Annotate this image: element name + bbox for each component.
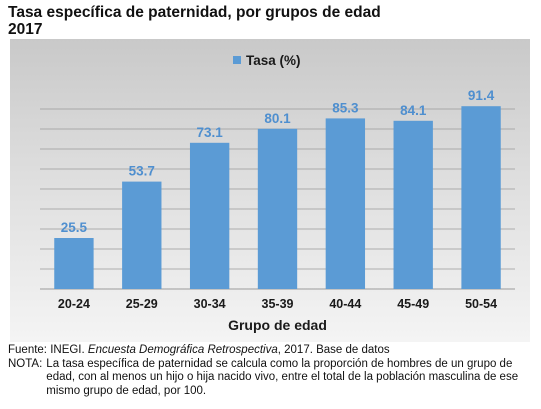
x-tick-label: 40-44 — [329, 297, 361, 311]
x-tick-label: 35-39 — [262, 297, 294, 311]
x-tick-labels: 20-24 25-29 30-34 35-39 40-44 45-49 50-54 — [58, 297, 497, 311]
bar — [257, 128, 298, 289]
chart-title: Tasa específica de paternidad, por grupo… — [8, 4, 528, 38]
x-axis-title: Grupo de edad — [228, 317, 327, 333]
x-tick-label: 50-54 — [465, 297, 497, 311]
x-tick-label: 45-49 — [397, 297, 429, 311]
bar-chart: 25.5 53.7 73.1 80.1 85.3 84.1 91.4 20-24 25-29 3… — [40, 53, 515, 333]
source-prefix: Fuente: INEGI. — [8, 344, 88, 356]
chart-title-line2: 2017 — [8, 21, 43, 38]
bars — [54, 106, 501, 290]
bar-value-label: 73.1 — [197, 125, 224, 140]
x-tick-label: 20-24 — [58, 297, 90, 311]
legend-swatch — [233, 56, 241, 64]
chart-title-line1: Tasa específica de paternidad, por grupo… — [8, 4, 381, 21]
note: NOTA: La tasa específica de paternidad s… — [8, 358, 533, 399]
source-title: Encuesta Demográfica Retrospectiva — [87, 344, 278, 356]
bar-value-label: 84.1 — [400, 103, 427, 118]
bar-value-label: 85.3 — [332, 100, 359, 115]
bar-value-label: 53.7 — [129, 164, 155, 179]
bar — [122, 181, 162, 289]
legend: Tasa (%) — [233, 53, 301, 68]
bar — [393, 120, 433, 289]
x-tick-label: 25-29 — [126, 297, 158, 311]
footer: Fuente: INEGI. Encuesta Demográfica Retr… — [8, 344, 533, 398]
note-text: La tasa específica de paternidad se calc… — [46, 357, 519, 397]
bar — [189, 142, 230, 289]
source-suffix: , 2017. Base de datos — [277, 344, 390, 356]
bar — [325, 118, 366, 290]
value-labels: 25.5 53.7 73.1 80.1 85.3 84.1 91.4 — [61, 88, 495, 235]
chart-area: 25.5 53.7 73.1 80.1 85.3 84.1 91.4 20-24 25-29 3… — [10, 39, 530, 342]
legend-label: Tasa (%) — [246, 53, 301, 68]
x-tick-label: 30-34 — [194, 297, 226, 311]
bar — [54, 238, 94, 289]
bar-value-label: 25.5 — [61, 220, 88, 235]
bar — [461, 106, 501, 289]
bar-value-label: 80.1 — [264, 111, 291, 126]
bar-value-label: 91.4 — [468, 88, 495, 103]
note-label: NOTA: — [8, 357, 43, 370]
source-line: Fuente: INEGI. Encuesta Demográfica Retr… — [8, 344, 533, 358]
